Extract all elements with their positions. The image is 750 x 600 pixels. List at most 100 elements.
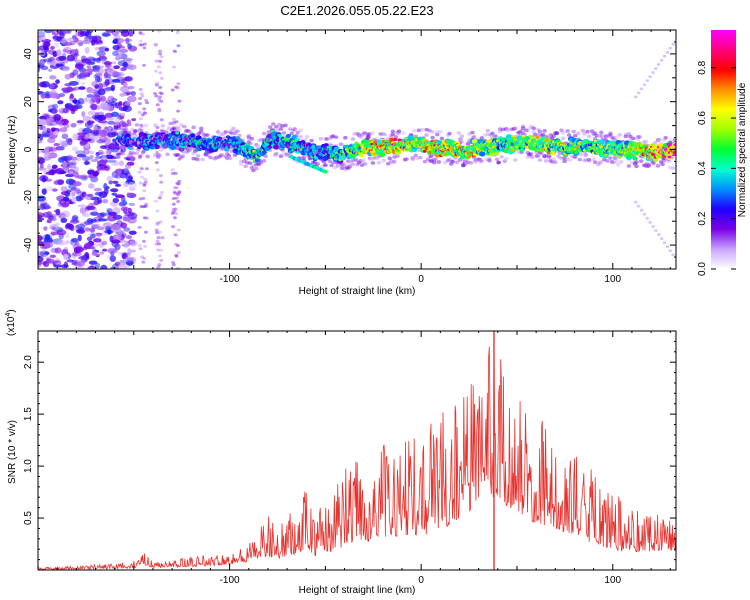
heatmap-cell — [49, 224, 60, 231]
heatmap-cell — [140, 43, 145, 47]
heatmap-cell — [102, 248, 108, 252]
heatmap-cell — [55, 49, 62, 57]
heatmap-cell — [127, 146, 132, 150]
heatmap-cell — [580, 128, 586, 133]
heatmap-cell — [176, 82, 181, 86]
heatmap-cell — [424, 133, 429, 137]
heatmap-cell — [72, 54, 78, 62]
heatmap-cell — [141, 239, 146, 243]
heatmap-cell — [110, 188, 119, 193]
heatmap-cell — [99, 145, 107, 149]
heatmap-cell — [84, 30, 92, 38]
heatmap-cell — [77, 97, 85, 105]
heatmap-cell — [59, 170, 67, 175]
heatmap-cell — [177, 99, 182, 103]
heatmap-cell — [582, 131, 587, 136]
heatmap-cell — [117, 72, 125, 78]
heatmap-cell — [111, 61, 117, 65]
heatmap-cell — [140, 113, 145, 117]
heatmap-cell — [105, 30, 116, 33]
heatmap-cell — [96, 139, 106, 144]
heatmap-cell — [116, 124, 121, 129]
heatmap-cell — [53, 113, 62, 121]
heatmap-cell — [155, 231, 160, 235]
heatmap-cell — [109, 255, 117, 262]
heatmap-cell — [119, 145, 125, 150]
heatmap-cell — [157, 230, 162, 234]
heatmap-cell — [430, 130, 435, 134]
heatmap-cell — [48, 68, 53, 72]
heatmap-cell — [659, 237, 664, 241]
heatmap-cell — [553, 160, 558, 164]
heatmap-cell — [117, 251, 124, 256]
heatmap-cell — [56, 30, 64, 35]
heatmap-cell — [94, 262, 100, 269]
heatmap-cell — [157, 49, 162, 53]
heatmap-cell — [238, 162, 244, 167]
heatmap-cell — [350, 162, 356, 167]
heatmap-cell — [513, 158, 518, 162]
heatmap-cell — [47, 137, 56, 144]
heatmap-cell — [122, 199, 128, 206]
heatmap-cell — [53, 130, 60, 136]
heatmap-cell — [100, 101, 108, 109]
heatmap-cell — [159, 180, 164, 184]
heatmap-cell — [160, 236, 165, 240]
heatmap-cell — [83, 96, 94, 103]
heatmap-cell — [59, 127, 68, 133]
heatmap-cell — [63, 253, 69, 261]
heatmap-cell — [109, 156, 117, 160]
heatmap-cell — [104, 47, 110, 52]
heatmap-cell — [165, 152, 170, 157]
heatmap-cell — [428, 154, 434, 159]
heatmap-cell — [171, 202, 176, 206]
heatmap-cell — [143, 123, 149, 128]
heatmap-cell — [83, 161, 91, 165]
heatmap-cell — [363, 162, 368, 166]
heatmap-cell — [459, 134, 465, 139]
heatmap-cell — [46, 219, 51, 224]
heatmap-cell — [90, 158, 99, 163]
heatmap-cell — [98, 55, 107, 60]
heatmap-cell — [67, 37, 77, 42]
heatmap-cell — [176, 152, 181, 157]
heatmap-cell — [39, 250, 49, 258]
heatmap-cell — [599, 160, 604, 164]
heatmap-cell — [281, 131, 287, 135]
heatmap-cell — [205, 133, 210, 137]
heatmap-cell — [41, 35, 46, 41]
heatmap-cell — [170, 88, 175, 92]
heatmap-cell — [158, 71, 163, 75]
heatmap-cell — [525, 128, 530, 133]
heatmap-cell — [361, 158, 366, 162]
heatmap-cell — [119, 201, 128, 206]
heatmap-cell — [84, 227, 91, 232]
heatmap-cell — [53, 209, 61, 213]
heatmap-cell — [169, 144, 176, 151]
heatmap-cell — [119, 92, 127, 97]
heatmap-cell — [353, 158, 359, 162]
heatmap-cell — [120, 85, 130, 93]
heatmap-cell — [153, 43, 158, 47]
heatmap-cell — [38, 241, 44, 246]
heatmap-cell — [68, 170, 74, 175]
heatmap-cell — [397, 138, 402, 142]
heatmap-cell — [123, 130, 128, 134]
heatmap-cell — [634, 164, 639, 169]
heatmap-cell — [153, 42, 158, 46]
heatmap-cell — [327, 159, 333, 164]
heatmap-cell — [396, 131, 402, 136]
heatmap-cell — [88, 183, 95, 189]
heatmap-cell — [671, 42, 675, 46]
heatmap-cell — [38, 30, 46, 38]
heatmap-cell — [268, 125, 273, 129]
heatmap-cell — [137, 154, 143, 159]
heatmap-cell — [127, 43, 132, 50]
heatmap-cell — [138, 31, 143, 35]
heatmap-cell — [118, 101, 123, 106]
heatmap-cell — [61, 202, 70, 208]
heatmap-cell — [49, 254, 56, 258]
